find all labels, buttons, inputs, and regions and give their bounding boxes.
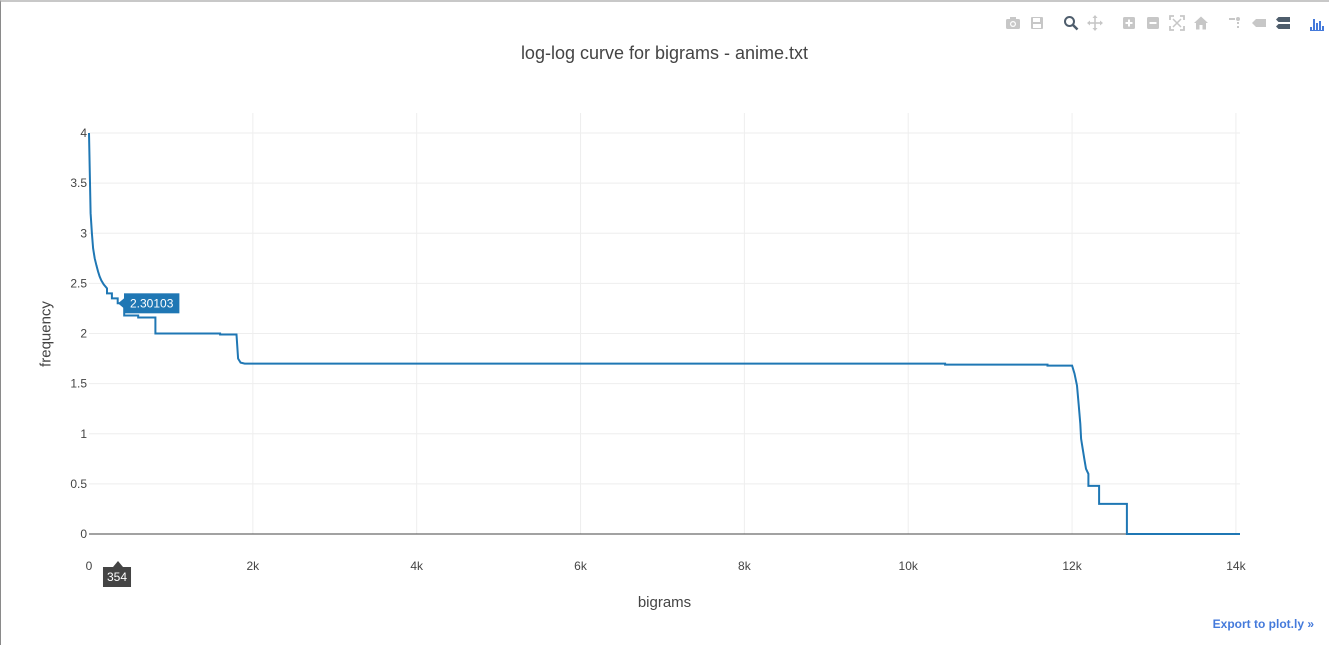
x-tick-label: 4k bbox=[410, 559, 424, 573]
y-tick-label: 0 bbox=[80, 527, 87, 541]
modebar-group-drag bbox=[1059, 13, 1107, 33]
zoom-out-icon[interactable] bbox=[1141, 13, 1165, 33]
y-tick-label: 4 bbox=[80, 126, 87, 140]
autoscale-icon[interactable] bbox=[1165, 13, 1189, 33]
x-tick-label: 6k bbox=[574, 559, 588, 573]
modebar bbox=[991, 13, 1329, 33]
x-axis-title: bigrams bbox=[637, 594, 692, 611]
gridlines bbox=[89, 113, 1240, 534]
hover-closest-icon[interactable] bbox=[1247, 13, 1271, 33]
modebar-group-hover bbox=[1223, 13, 1295, 33]
camera-icon[interactable] bbox=[1001, 13, 1025, 33]
hover-label-y: 2.30103 bbox=[118, 293, 180, 314]
hover-label-x: 354 bbox=[102, 561, 132, 587]
x-tick-label: 12k bbox=[1062, 559, 1082, 573]
zoom-in-icon[interactable] bbox=[1117, 13, 1141, 33]
save-icon[interactable] bbox=[1025, 13, 1049, 33]
x-tick-label: 10k bbox=[899, 559, 919, 573]
y-tick-label: 2 bbox=[80, 327, 87, 341]
y-tick-label: 3 bbox=[80, 226, 87, 240]
modebar-group-logo bbox=[1305, 13, 1329, 33]
y-tick-label: 1 bbox=[80, 427, 87, 441]
hover-label-x-text: 354 bbox=[107, 570, 127, 584]
y-tick-label: 1.5 bbox=[70, 377, 87, 391]
pan-icon[interactable] bbox=[1083, 13, 1107, 33]
modebar-group-zoom bbox=[1117, 13, 1213, 33]
x-tick-label: 14k bbox=[1226, 559, 1246, 573]
y-tick-labels: 0 0.5 1 1.5 2 2.5 3 3.5 4 bbox=[70, 126, 87, 541]
hover-compare-icon[interactable] bbox=[1271, 13, 1295, 33]
plotly-logo-icon[interactable] bbox=[1305, 13, 1329, 33]
reset-axes-icon[interactable] bbox=[1189, 13, 1213, 33]
hover-label-y-text: 2.30103 bbox=[130, 296, 174, 310]
modebar-group-export bbox=[1001, 13, 1049, 33]
spike-lines-icon[interactable] bbox=[1223, 13, 1247, 33]
series-line[interactable] bbox=[88, 132, 1240, 535]
chart-title: log-log curve for bigrams - anime.txt bbox=[520, 43, 809, 63]
zoom-icon[interactable] bbox=[1059, 13, 1083, 33]
y-tick-label: 2.5 bbox=[70, 276, 87, 290]
y-tick-label: 3.5 bbox=[70, 176, 87, 190]
x-tick-label: 0 bbox=[86, 559, 93, 573]
x-tick-label: 2k bbox=[246, 559, 260, 573]
x-tick-label: 8k bbox=[738, 559, 752, 573]
export-to-plotly-link[interactable]: Export to plot.ly » bbox=[1212, 617, 1314, 631]
x-tick-labels: 0 2k 4k 6k 8k 10k 12k 14k bbox=[86, 559, 1247, 573]
y-tick-label: 0.5 bbox=[70, 477, 87, 491]
